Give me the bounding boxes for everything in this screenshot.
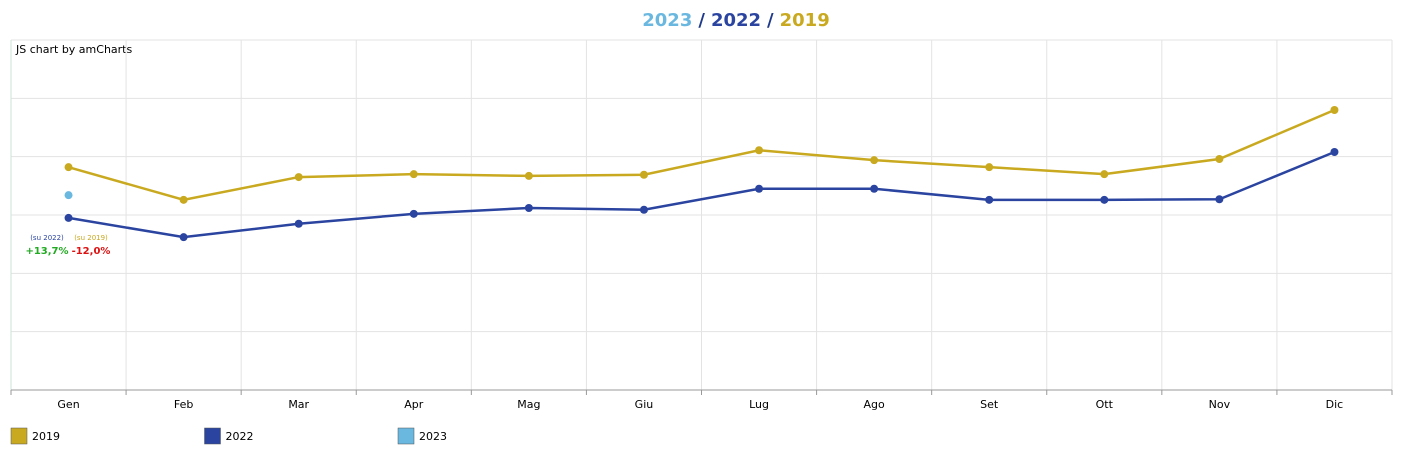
data-point [985, 195, 994, 204]
chart-title: 2023 / 2022 / 2019 [642, 10, 829, 31]
data-point [294, 173, 303, 182]
annotation-value: +13,7% [25, 246, 68, 257]
title-part: 2023 [642, 10, 692, 31]
annotation-label: (su 2022) [30, 234, 64, 242]
credit: JS chart by amCharts [15, 43, 132, 56]
data-point [870, 156, 879, 165]
annotation-label: (su 2019) [74, 234, 108, 242]
data-point [1100, 195, 1109, 204]
x-tick-label: Mar [288, 398, 309, 411]
data-point [755, 184, 764, 193]
legend-swatch [10, 427, 28, 445]
legend-swatch [204, 427, 221, 445]
x-tick-label: Feb [174, 398, 193, 411]
data-point [1100, 170, 1109, 179]
data-point [1330, 106, 1339, 114]
title-part: 2019 [780, 10, 830, 31]
series-line [68, 108, 1335, 202]
x-tick-label: Dic [1326, 398, 1344, 411]
data-point [524, 171, 533, 180]
x-tick-label: Giu [635, 398, 654, 411]
legend-label: 2019 [32, 430, 60, 443]
data-point [985, 163, 994, 172]
data-point [409, 209, 418, 218]
data-point [1330, 148, 1339, 156]
data-point [524, 204, 533, 212]
data-point [870, 184, 879, 193]
data-point [179, 195, 188, 204]
x-tick-label: Ott [1096, 398, 1114, 411]
legend-swatch [397, 427, 415, 445]
data-point [64, 163, 73, 172]
x-tick-label: Gen [57, 398, 79, 411]
series-line [68, 150, 1335, 239]
x-tick-label: Ago [864, 398, 886, 411]
x-tick-label: Lug [749, 398, 769, 411]
data-point [1215, 155, 1224, 163]
legend-label: 2023 [419, 430, 447, 443]
x-tick-label: Nov [1209, 398, 1231, 411]
data-point [755, 146, 764, 155]
data-point [294, 219, 303, 228]
data-point [639, 205, 648, 214]
data-point [409, 170, 418, 179]
x-tick-label: Apr [404, 398, 424, 411]
title-separator: / [767, 10, 774, 31]
title-separator: / [698, 10, 705, 31]
data-point [179, 233, 188, 242]
x-tick-label: Set [980, 398, 999, 411]
data-point [64, 213, 73, 222]
data-point [639, 170, 648, 179]
title-part: 2022 [711, 10, 761, 31]
annotation-value: -12,0% [72, 246, 111, 257]
data-point [1215, 195, 1224, 204]
data-point [64, 191, 73, 200]
legend-label: 2022 [226, 430, 254, 443]
x-tick-label: Mag [517, 398, 540, 411]
